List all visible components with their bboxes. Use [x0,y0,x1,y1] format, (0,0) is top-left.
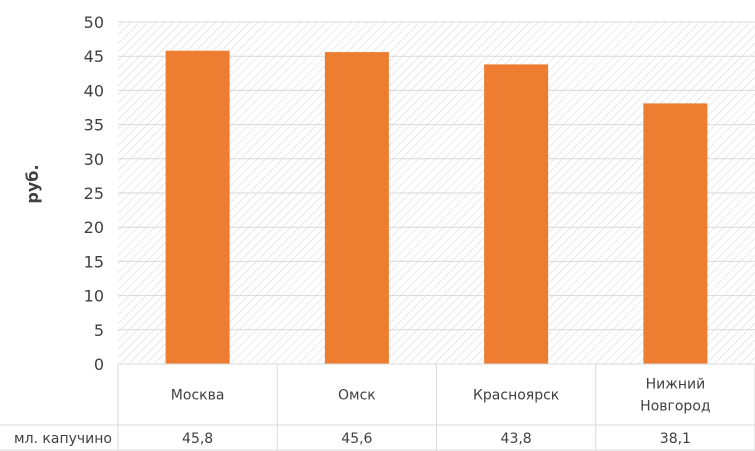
y-tick-label: 20 [84,218,104,237]
data-table-value: 45,8 [182,431,213,447]
data-table: Москва Омск Красноярск Нижний Новгород мл. ка… [0,363,755,451]
category-label: Нижний [646,377,706,393]
y-tick-label: 10 [84,287,104,306]
bar [643,103,708,365]
y-axis-title: руб. [23,164,42,203]
data-table-value: 43,8 [501,431,532,447]
series-name-label: мл. капучино [14,431,112,447]
data-table-value: 45,6 [341,431,372,447]
bars [165,50,708,365]
y-tick-label: 45 [84,47,104,66]
bar [484,64,549,365]
category-label: Омск [338,388,376,404]
y-tick-label: 35 [84,116,104,135]
y-tick-label: 50 [84,13,104,32]
y-tick-label: 30 [84,150,104,169]
bar [165,50,230,365]
category-label: Новгород [640,399,710,415]
bar [324,52,389,364]
category-label: Москва [171,388,225,404]
data-table-value: 38,1 [660,431,691,447]
y-tick-label: 15 [84,252,104,271]
category-label: Красноярск [473,388,559,404]
y-tick-label: 0 [94,355,104,374]
y-tick-label: 5 [94,321,104,340]
y-axis: 0 5 10 15 20 25 30 35 40 45 50 [84,13,104,374]
y-tick-label: 40 [84,81,104,100]
y-tick-label: 25 [84,184,104,203]
